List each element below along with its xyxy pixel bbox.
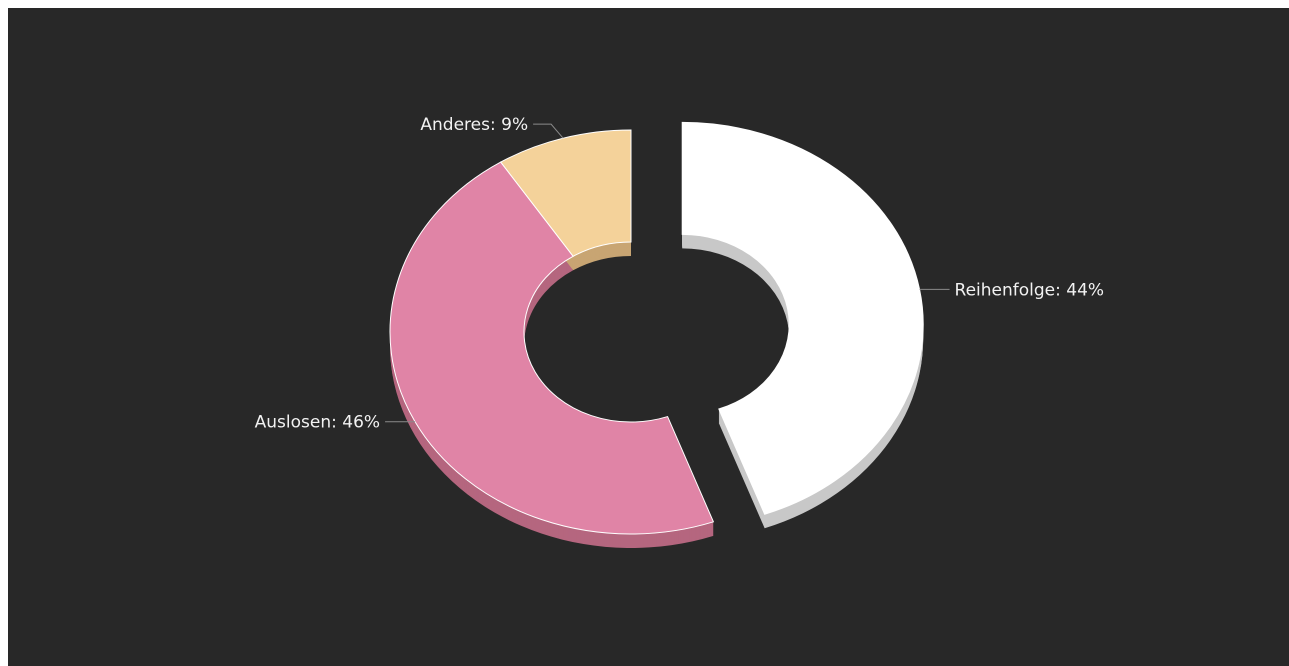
leader-line-layer — [385, 123, 950, 423]
slice-label-auslosen: Auslosen: 46% — [255, 413, 380, 433]
slice-label-reihenfolge: Reihenfolge: 44% — [955, 280, 1105, 300]
slice-reihenfolge[interactable] — [681, 121, 924, 515]
leader-line-anderes — [533, 123, 564, 139]
chart-area — [8, 8, 1289, 666]
label-layer: Reihenfolge: 44% Auslosen: 46% Anderes: … — [255, 115, 1104, 433]
slice-anderes[interactable] — [499, 129, 632, 257]
slice-layer — [389, 121, 924, 535]
slice-auslosen[interactable] — [389, 161, 715, 535]
slice-label-anderes: Anderes: 9% — [420, 115, 528, 135]
